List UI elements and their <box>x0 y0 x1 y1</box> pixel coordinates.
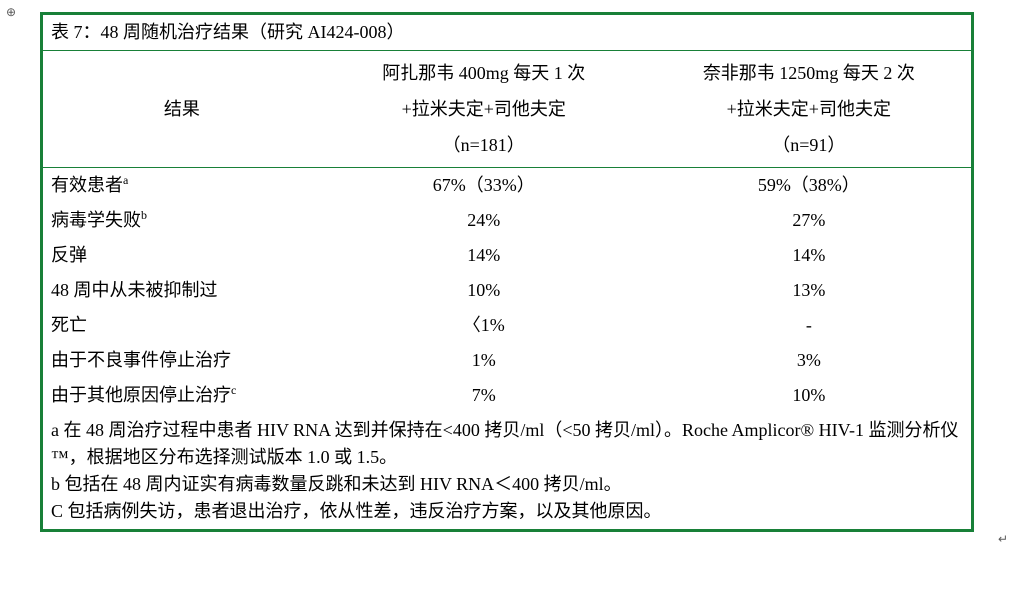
row-sup: b <box>141 208 147 222</box>
table-row: 48 周中从未被抑制过 10% 13% <box>42 273 973 308</box>
row-label: 由于其他原因停止治疗 <box>51 385 231 405</box>
row-label: 48 周中从未被抑制过 <box>51 280 218 300</box>
row-label: 病毒学失败 <box>51 210 141 230</box>
table-row: 由于其他原因停止治疗c 7% 10% <box>42 378 973 413</box>
table-col0-header: 结果 <box>42 51 321 168</box>
col1-line1: 阿扎那韦 400mg 每天 1 次 <box>382 63 585 83</box>
row-v1: 14% <box>321 238 647 273</box>
footnotes-cell: a 在 48 周治疗过程中患者 HIV RNA 达到并保持在<400 拷贝/ml… <box>42 413 973 531</box>
row-v1: 7% <box>321 378 647 413</box>
row-v1: 10% <box>321 273 647 308</box>
table-row: 有效患者a 67%（33%） 59%（38%） <box>42 168 973 204</box>
row-v2: 10% <box>647 378 973 413</box>
table-row: 死亡 〈1% - <box>42 308 973 343</box>
row-v2: 14% <box>647 238 973 273</box>
table-title: 表 7：48 周随机治疗结果（研究 AI424-008） <box>42 14 973 51</box>
table-row: 病毒学失败b 24% 27% <box>42 203 973 238</box>
corner-marker-icon: ⊕ <box>6 6 16 18</box>
row-v1: 1% <box>321 343 647 378</box>
table-col2-header: 奈非那韦 1250mg 每天 2 次 +拉米夫定+司他夫定 （n=91） <box>647 51 973 168</box>
end-marker-icon: ↵ <box>998 533 1008 545</box>
row-v1: 67%（33%） <box>321 168 647 204</box>
row-v2: 3% <box>647 343 973 378</box>
col2-line1: 奈非那韦 1250mg 每天 2 次 <box>703 63 915 83</box>
footnote-b: b 包括在 48 周内证实有病毒数量反跳和未达到 HIV RNA＜400 拷贝/… <box>51 471 963 498</box>
row-label: 有效患者 <box>51 175 123 195</box>
row-sup: a <box>123 173 128 187</box>
row-label: 死亡 <box>51 315 87 335</box>
row-v2: 27% <box>647 203 973 238</box>
results-table: 表 7：48 周随机治疗结果（研究 AI424-008） 结果 阿扎那韦 400… <box>40 12 974 532</box>
row-v2: - <box>647 308 973 343</box>
table-title-row: 表 7：48 周随机治疗结果（研究 AI424-008） <box>42 14 973 51</box>
footnotes-row: a 在 48 周治疗过程中患者 HIV RNA 达到并保持在<400 拷贝/ml… <box>42 413 973 531</box>
footnote-c: C 包括病例失访，患者退出治疗，依从性差，违反治疗方案，以及其他原因。 <box>51 498 963 525</box>
row-v2: 13% <box>647 273 973 308</box>
col1-line3: （n=181） <box>443 135 525 155</box>
table-header-row: 结果 阿扎那韦 400mg 每天 1 次 +拉米夫定+司他夫定 （n=181） … <box>42 51 973 168</box>
row-label: 由于不良事件停止治疗 <box>51 350 231 370</box>
table-row: 反弹 14% 14% <box>42 238 973 273</box>
table-col1-header: 阿扎那韦 400mg 每天 1 次 +拉米夫定+司他夫定 （n=181） <box>321 51 647 168</box>
col1-line2: +拉米夫定+司他夫定 <box>402 99 566 119</box>
row-sup: c <box>231 383 236 397</box>
row-v1: 24% <box>321 203 647 238</box>
col2-line2: +拉米夫定+司他夫定 <box>727 99 891 119</box>
row-v2: 59%（38%） <box>647 168 973 204</box>
col2-line3: （n=91） <box>772 135 845 155</box>
row-v1: 〈1% <box>321 308 647 343</box>
footnote-a: a 在 48 周治疗过程中患者 HIV RNA 达到并保持在<400 拷贝/ml… <box>51 417 963 471</box>
table-row: 由于不良事件停止治疗 1% 3% <box>42 343 973 378</box>
page-root: ⊕ 表 7：48 周随机治疗结果（研究 AI424-008） 结果 阿扎那韦 4… <box>0 0 1014 589</box>
row-label: 反弹 <box>51 245 87 265</box>
